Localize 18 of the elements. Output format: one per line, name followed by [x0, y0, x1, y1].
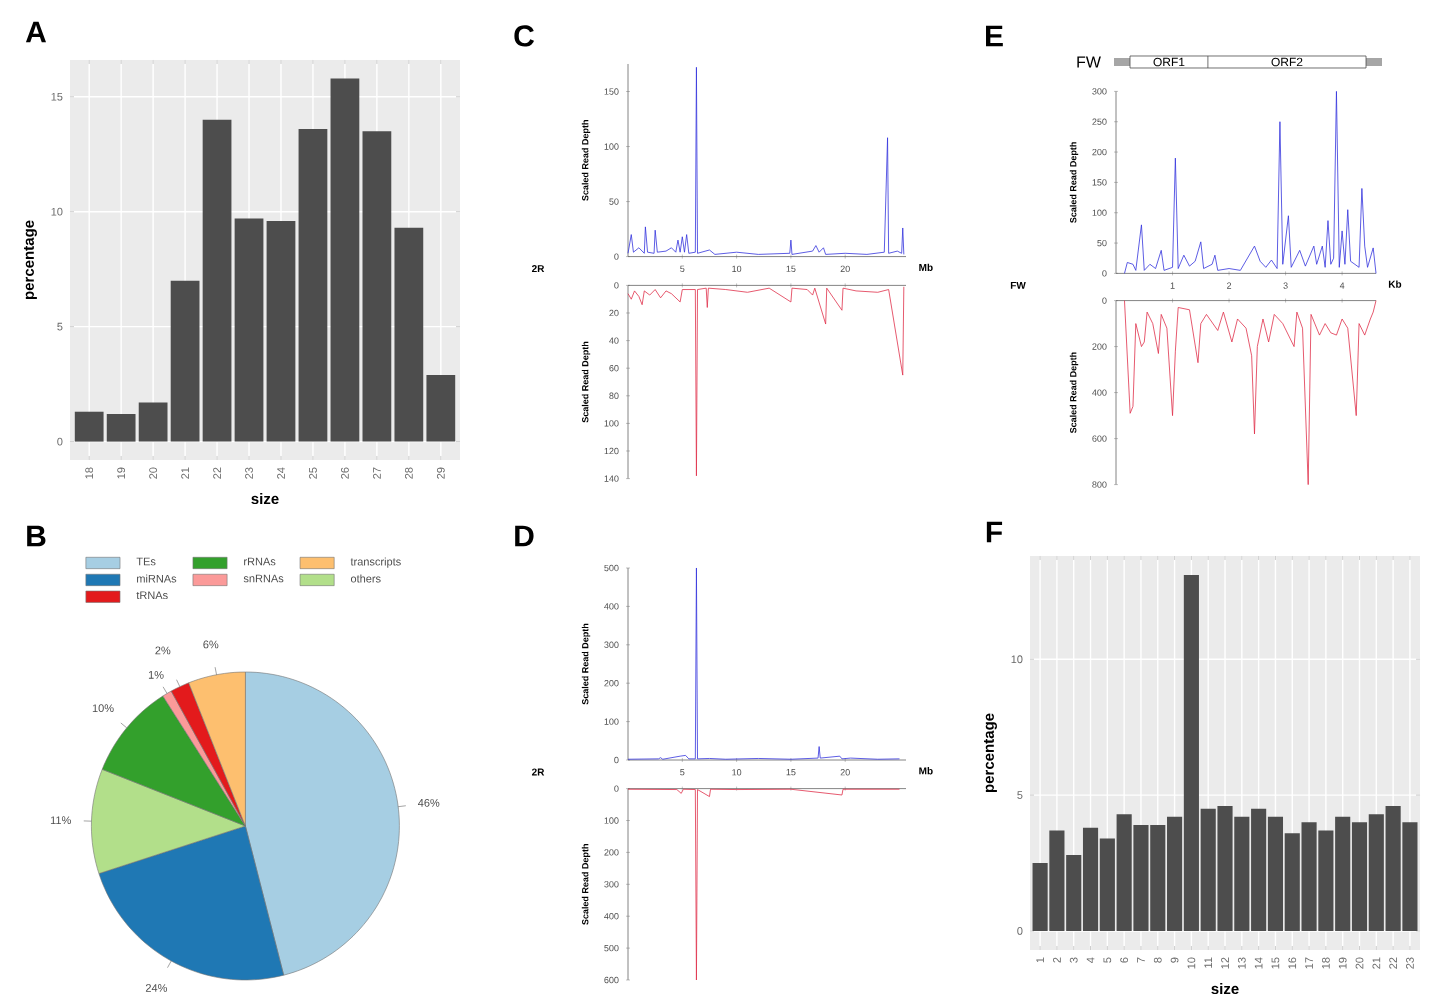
line-series — [627, 286, 905, 476]
chart-title: F — [986, 521, 1003, 542]
line-series — [627, 66, 905, 255]
chart-title: C — [514, 25, 534, 47]
bar — [234, 218, 264, 442]
line-series — [627, 567, 900, 760]
chart-title: A — [25, 21, 47, 42]
chart-title: B — [27, 525, 46, 546]
line-series — [1124, 90, 1377, 274]
chart-title: D — [515, 525, 534, 546]
bar — [202, 119, 232, 442]
bar — [266, 220, 296, 442]
line-series — [627, 788, 900, 981]
bar — [298, 128, 328, 442]
line-series — [1124, 299, 1377, 485]
bar — [330, 78, 360, 442]
text: FW — [1077, 56, 1101, 68]
chart-title: E — [986, 25, 1003, 46]
